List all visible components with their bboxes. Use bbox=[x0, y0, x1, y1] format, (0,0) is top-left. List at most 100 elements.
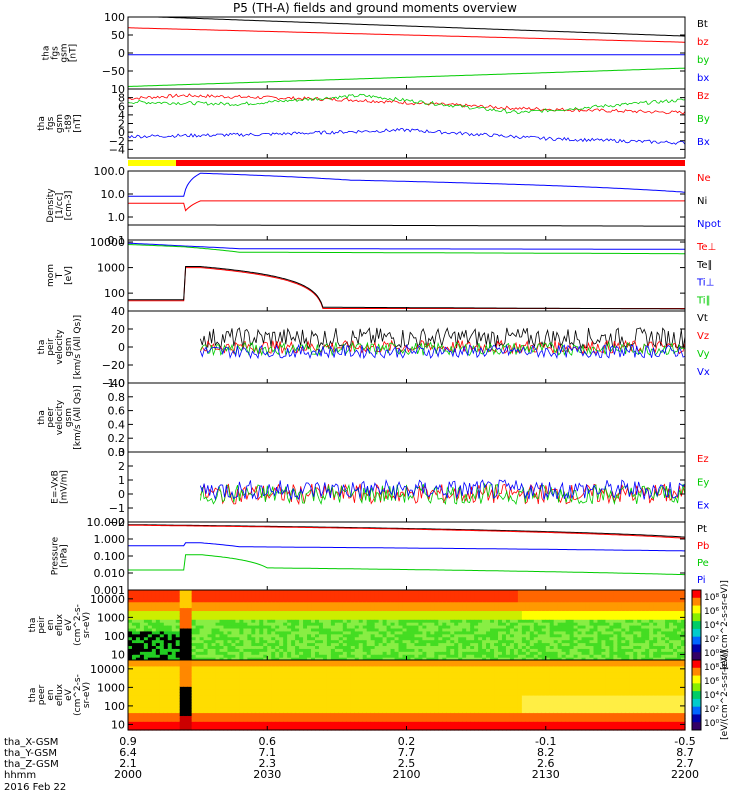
spectrogram-cell bbox=[167, 622, 173, 626]
spectrogram-cell bbox=[334, 607, 340, 612]
spectrogram-cell bbox=[549, 595, 555, 600]
legend-entry: Bt bbox=[697, 19, 708, 30]
spectrogram-cell bbox=[155, 689, 161, 693]
spectrogram-cell bbox=[314, 709, 320, 714]
spectrogram-cell bbox=[565, 622, 571, 626]
spectrogram-cell bbox=[231, 674, 237, 679]
spectrogram-cell bbox=[311, 592, 316, 597]
spectrogram-cell bbox=[235, 721, 240, 725]
spectrogram-cell bbox=[661, 592, 666, 597]
spectrogram-cell bbox=[303, 665, 308, 670]
spectrogram-cell bbox=[402, 648, 408, 652]
spectrogram-cell bbox=[462, 604, 467, 609]
spectrogram-cell bbox=[263, 715, 268, 719]
spectrogram-cell bbox=[370, 630, 376, 635]
spectrogram-cell bbox=[645, 633, 650, 638]
spectrogram-cell bbox=[442, 607, 447, 612]
spectrogram-cell bbox=[585, 648, 591, 652]
spectrogram-cell bbox=[295, 695, 300, 699]
spectrogram-cell bbox=[267, 674, 272, 679]
spectrogram-cell bbox=[275, 689, 280, 693]
spectrogram-cell bbox=[283, 636, 288, 641]
spectrogram-cell bbox=[299, 706, 304, 711]
spectrogram-cell bbox=[641, 651, 646, 655]
spectrogram-cell bbox=[394, 622, 400, 626]
spectrogram-cell bbox=[223, 727, 229, 731]
spectrogram-cell bbox=[326, 590, 332, 594]
spectrogram-cell bbox=[521, 604, 527, 609]
spectrogram-cell bbox=[171, 625, 177, 629]
spectrogram-cell bbox=[147, 665, 153, 670]
spectrogram-cell bbox=[311, 590, 316, 594]
spectrogram-cell bbox=[573, 604, 579, 609]
spectrogram-cell bbox=[541, 633, 547, 638]
spectrogram-cell bbox=[251, 627, 256, 632]
spectrogram-cell bbox=[147, 642, 153, 647]
spectrogram-cell bbox=[275, 592, 280, 597]
spectrogram-cell bbox=[287, 613, 292, 617]
legend-entry: Pt bbox=[697, 524, 707, 535]
spectrogram-cell bbox=[597, 639, 603, 644]
spectrogram-cell bbox=[374, 633, 380, 638]
spectrogram-cell bbox=[454, 595, 459, 600]
spectrogram-cell bbox=[342, 680, 348, 684]
spectrogram-cell bbox=[438, 636, 443, 641]
spectrogram-cell bbox=[187, 695, 193, 699]
spectrogram-cell bbox=[128, 625, 133, 629]
spectrogram-cell bbox=[159, 662, 165, 667]
spectrogram-cell bbox=[171, 654, 177, 658]
spectrogram-cell bbox=[131, 601, 137, 606]
chart-title: P5 (TH-A) fields and ground moments over… bbox=[233, 1, 517, 15]
spectrogram-cell bbox=[326, 709, 332, 714]
spectrogram-cell bbox=[330, 700, 336, 705]
spectrogram-cell bbox=[243, 619, 248, 623]
spectrogram-cell bbox=[589, 654, 595, 658]
spectrogram-cell bbox=[470, 636, 475, 641]
spectrogram-cell bbox=[167, 616, 173, 620]
spectrogram-cell bbox=[509, 651, 515, 655]
spectrogram-cell bbox=[382, 604, 388, 609]
spectrogram-cell bbox=[529, 630, 535, 635]
spectrogram-cell bbox=[231, 590, 237, 594]
spectrogram-cell bbox=[128, 700, 133, 705]
spectrogram-cell bbox=[171, 613, 177, 617]
spectrogram-cell bbox=[438, 651, 443, 655]
spectrogram-cell bbox=[653, 598, 658, 603]
spectrogram-cell bbox=[370, 604, 376, 609]
spectrogram-cell bbox=[374, 601, 380, 606]
spectrogram-cell bbox=[533, 616, 539, 620]
spectrogram-cell bbox=[307, 633, 312, 638]
spectrogram-cell bbox=[299, 636, 304, 641]
spectrogram-cell bbox=[593, 627, 599, 632]
spectrogram-cell bbox=[597, 601, 603, 606]
spectrogram-cell bbox=[255, 706, 260, 711]
spectrogram-cell bbox=[505, 616, 511, 620]
spectrogram-cell bbox=[613, 654, 618, 658]
spectrogram-cell bbox=[326, 727, 332, 731]
spectrogram-cell bbox=[501, 619, 507, 623]
spectrogram-cell bbox=[271, 639, 276, 644]
spectrogram-cell bbox=[609, 651, 614, 655]
spectrogram-cell bbox=[271, 662, 276, 667]
spectrogram-cell bbox=[267, 721, 272, 725]
spectrogram-cell bbox=[159, 689, 165, 693]
spectrogram-cell bbox=[131, 639, 137, 644]
spectrogram-cell bbox=[322, 695, 328, 699]
spectrogram-cell bbox=[171, 703, 177, 708]
spectrogram-cell bbox=[191, 601, 197, 606]
spectrogram-cell bbox=[314, 692, 320, 696]
spectrogram-cell bbox=[362, 639, 368, 644]
spectrogram-cell bbox=[283, 622, 288, 626]
spectrogram-cell bbox=[633, 616, 638, 620]
spectrogram-cell bbox=[179, 721, 185, 725]
spectrogram-cell bbox=[673, 616, 678, 620]
y-axis-label: -t89 bbox=[64, 114, 74, 133]
spectrogram-cell bbox=[326, 598, 332, 603]
spectrogram-cell bbox=[641, 590, 646, 594]
spectrogram-cell bbox=[151, 595, 157, 600]
spectrogram-cell bbox=[402, 642, 408, 647]
spectrogram-cell bbox=[243, 703, 248, 708]
spectrogram-cell bbox=[386, 622, 392, 626]
spectrogram-cell bbox=[609, 636, 614, 641]
spectrogram-cell bbox=[287, 712, 292, 717]
